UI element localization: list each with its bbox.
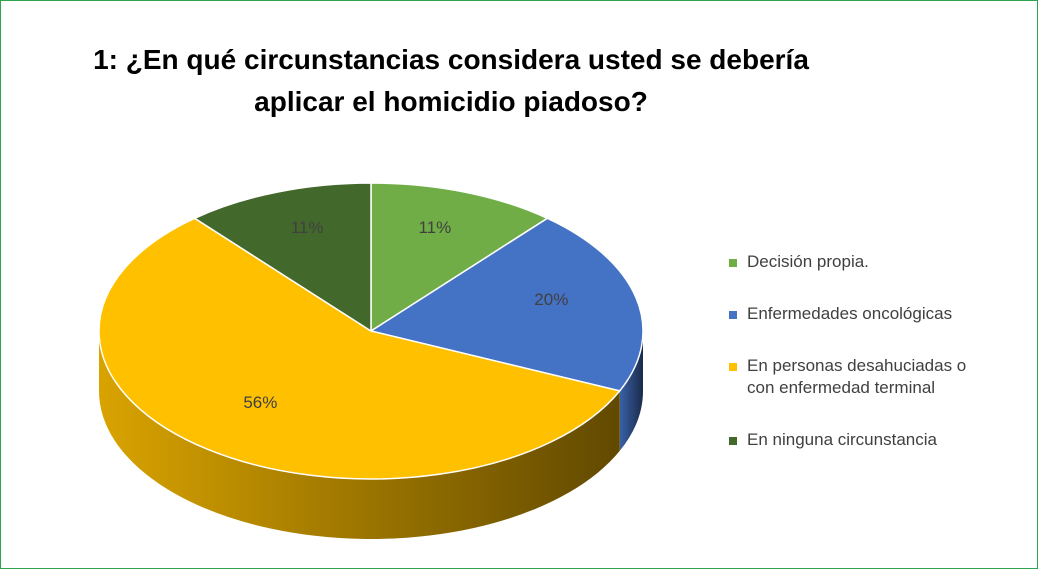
legend-swatch: [729, 259, 737, 267]
legend-swatch: [729, 363, 737, 371]
data-label: 11%: [418, 218, 451, 237]
data-label: 11%: [291, 218, 324, 237]
legend-item: Enfermedades oncológicas: [729, 303, 1029, 325]
legend-item: En ninguna circunstancia: [729, 429, 1029, 451]
chart-title: 1: ¿En qué circunstancias considera uste…: [93, 44, 809, 117]
slice: [193, 182, 372, 333]
legend-item: Decisión propia.: [729, 251, 1029, 273]
legend-label: En personas desahuciadas o con enfermeda…: [747, 356, 967, 397]
legend-label: En ninguna circunstancia: [747, 430, 937, 449]
legend: Decisión propia. Enfermedades oncológicas…: [729, 251, 1029, 481]
legend-swatch: [729, 437, 737, 445]
slice-side: [619, 331, 643, 451]
slice: [369, 217, 644, 392]
slice: [98, 217, 622, 480]
legend-label: Enfermedades oncológicas: [747, 304, 953, 323]
slice-side: [99, 331, 620, 539]
legend-item: En personas desahuciadas o con enfermeda…: [729, 355, 1029, 399]
legend-label: Decisión propia.: [747, 252, 869, 271]
legend-swatch: [729, 311, 737, 319]
slice: [370, 182, 549, 333]
data-label: 20%: [534, 290, 568, 309]
data-label: 56%: [243, 393, 277, 412]
